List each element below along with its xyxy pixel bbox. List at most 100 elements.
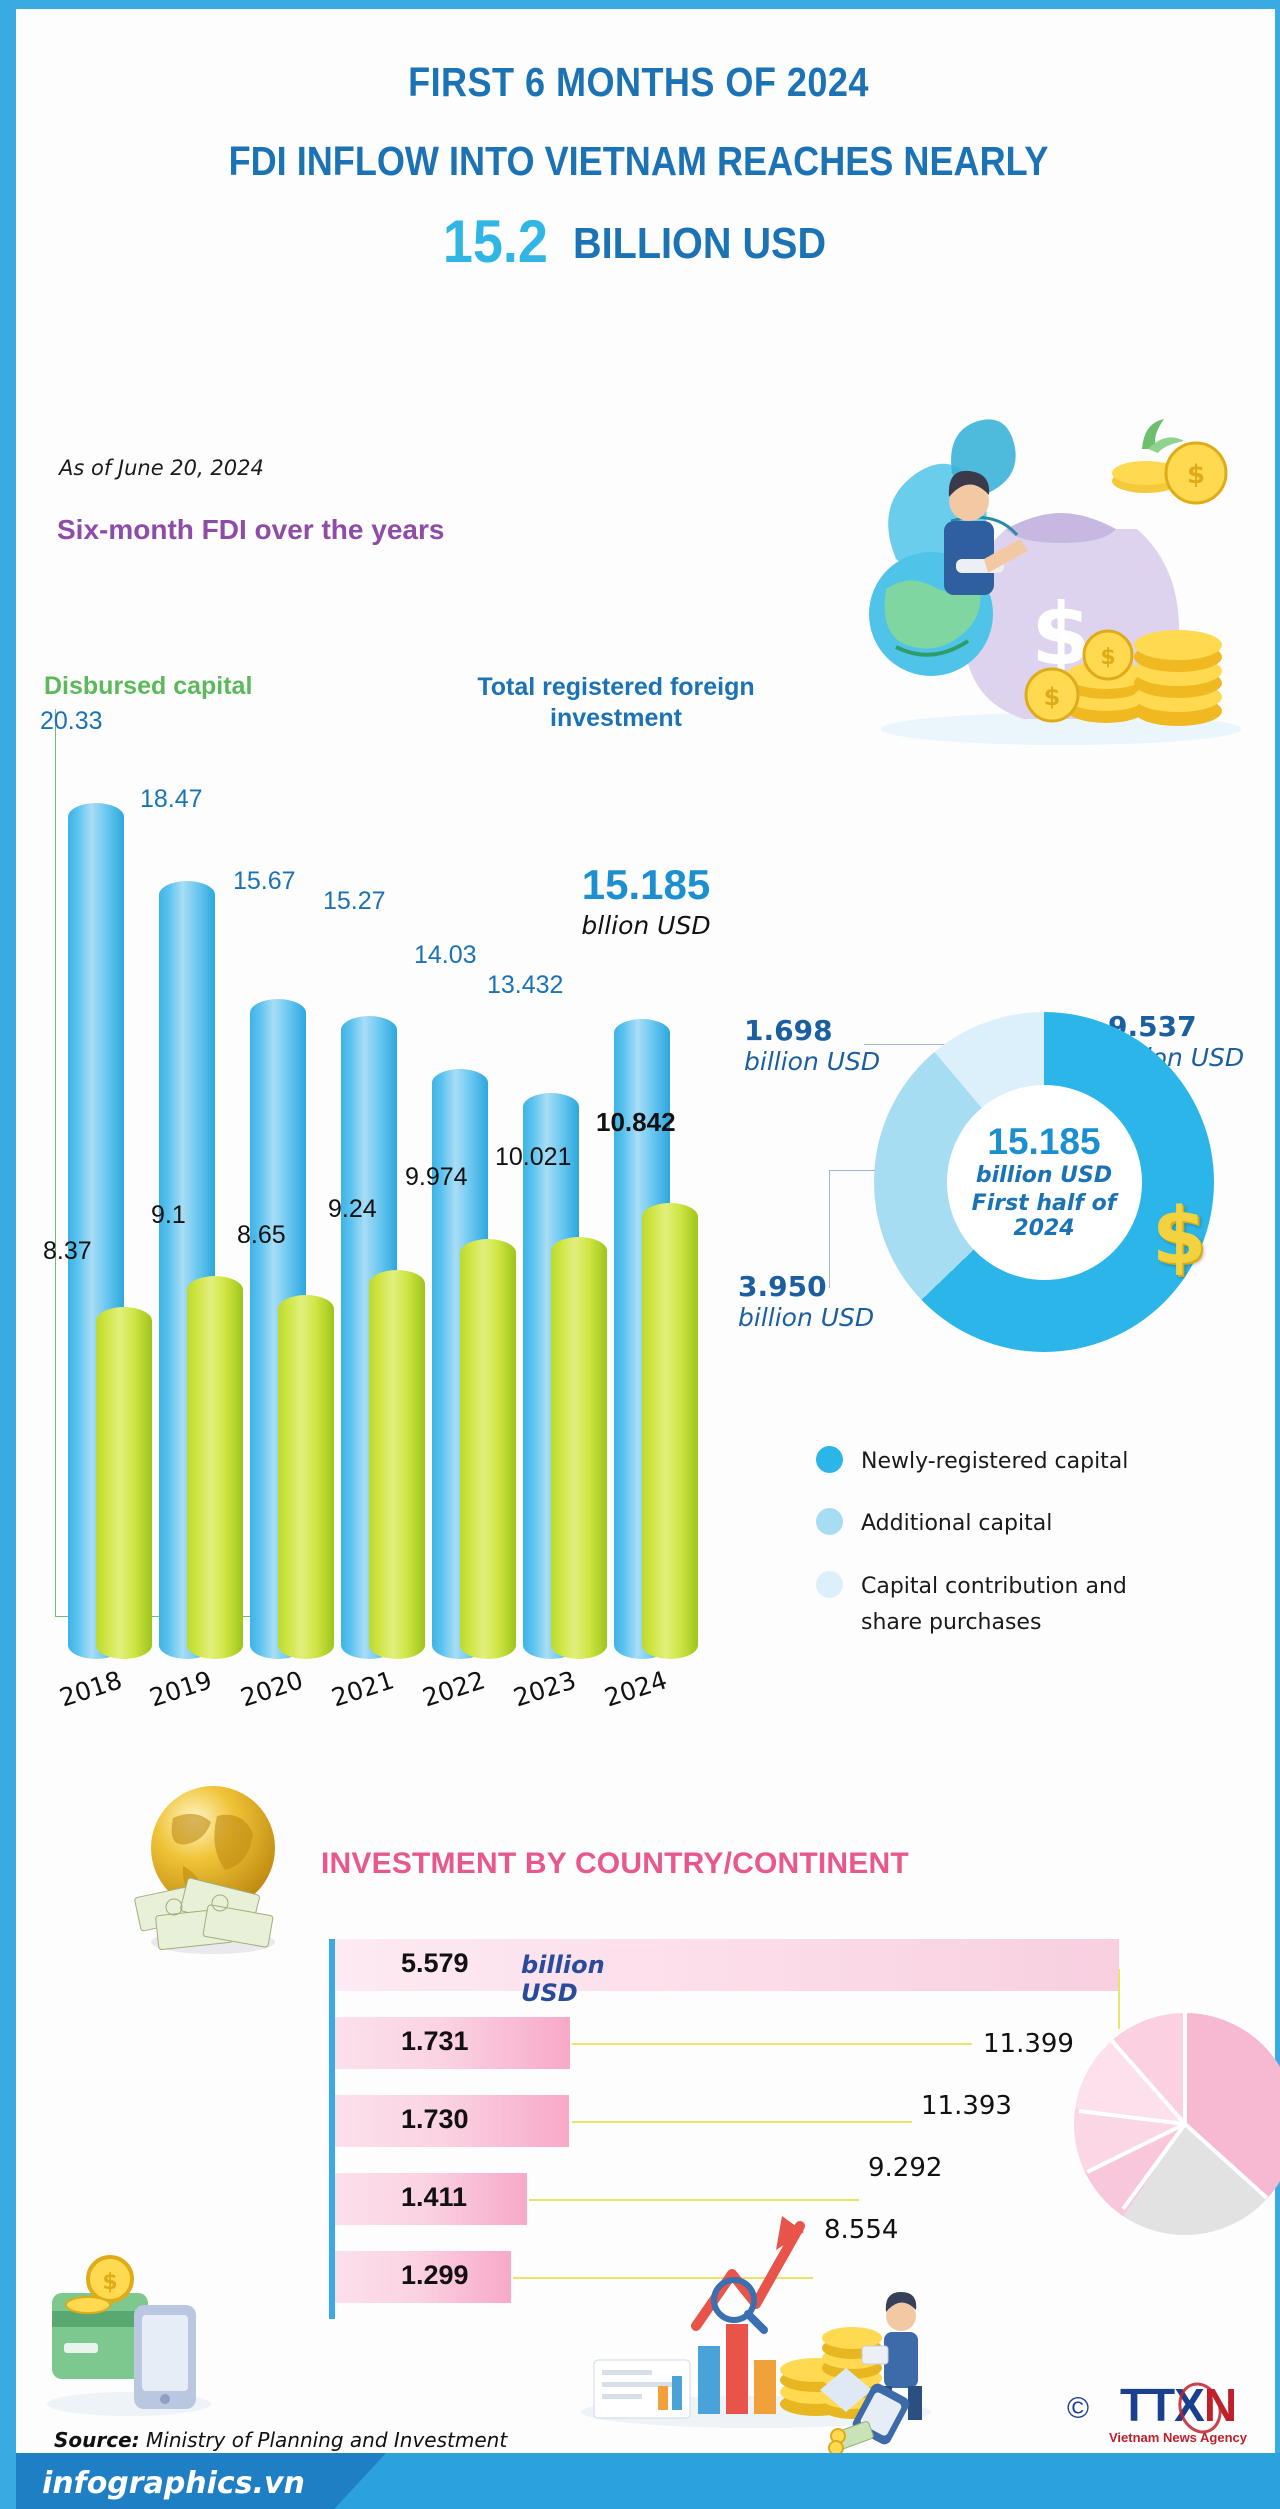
pie-label-china: 8.554 xyxy=(824,2215,899,2245)
country-value-korea: 1.411 xyxy=(401,2182,468,2212)
country-bar-china xyxy=(335,2251,511,2303)
x-axis-label-2023: 2023 xyxy=(510,1665,580,1713)
donut-ring: 15.185 billion USD First half of 2024 xyxy=(874,1012,1214,1352)
bar-label-registered-2022: 14.03 xyxy=(414,941,477,969)
ttxvn-wordmark-part1: TTX xyxy=(1119,2379,1205,2431)
bar-label-disbursed-2022: 9.974 xyxy=(405,1163,468,1191)
donut-label-additional-capital-value: 3.950 xyxy=(738,1270,827,1303)
country-bar-japan xyxy=(335,2017,570,2069)
bar-label-registered-2023: 13.432 xyxy=(487,971,564,999)
bar-label-disbursed-2020: 8.65 xyxy=(237,1221,286,1249)
country-value-japan: 1.731 xyxy=(401,2026,469,2056)
dollar-sign-icon: $ xyxy=(1152,1192,1207,1282)
donut-label-contribution: 1.698 billion USD xyxy=(744,1014,904,1077)
x-axis-label-2024: 2024 xyxy=(601,1665,671,1713)
bar-disbursed-2022 xyxy=(460,1239,516,1659)
bar-disbursed-2018 xyxy=(96,1307,152,1659)
bar-label-registered-2020: 15.67 xyxy=(233,867,296,895)
bar-disbursed-2020 xyxy=(278,1295,334,1659)
bar-disbursed-2024 xyxy=(642,1203,698,1659)
x-axis-label-2021: 2021 xyxy=(328,1665,398,1713)
bar-label-disbursed-2019: 9.1 xyxy=(151,1201,186,1229)
country-section-title: INVESTMENT BY COUNTRY/CONTINENT xyxy=(321,1847,909,1880)
ttxvn-logo: © TTXN Vietnam News Agency xyxy=(1067,2376,1247,2445)
legend-swatch-additional-capital xyxy=(816,1508,843,1536)
bar-label-disbursed-2018: 8.37 xyxy=(43,1237,92,1265)
pie-leader-china xyxy=(513,2277,813,2279)
country-chart-axis xyxy=(329,1939,335,2319)
ttxvn-wordmark: TTXN xyxy=(1109,2376,1247,2440)
donut-center-period: First half of 2024 xyxy=(971,1190,1117,1242)
header-amount-unit: BILLION USD xyxy=(572,219,826,268)
bar-label-disbursed-2024: 10.842 xyxy=(596,1107,676,1137)
footer-tab xyxy=(16,2453,386,2509)
country-value-hongkong: 1.730 xyxy=(401,2104,469,2134)
section-title: Six-month FDI over the years xyxy=(57,514,445,545)
country-bar-chart: Singapore 5.579 billion USD Japan 1.731 … xyxy=(16,1939,1276,2329)
bar-disbursed-2021 xyxy=(369,1270,425,1659)
country-share-pie-chart xyxy=(1074,2013,1280,2253)
pie-label-korea: 9.292 xyxy=(868,2153,943,2183)
pie-label-hongkong: 11.393 xyxy=(921,2091,1012,2121)
pie-leader-korea xyxy=(529,2199,859,2201)
x-axis-label-2019: 2019 xyxy=(146,1665,216,1713)
ttxvn-subtitle: Vietnam News Agency xyxy=(1109,2430,1247,2445)
copyright-icon: © xyxy=(1067,2392,1090,2425)
pie-leader-singapore xyxy=(1118,1969,1120,2029)
bar-label-registered-2019: 18.47 xyxy=(140,785,203,813)
source-note: Source: Ministry of Planning and Investm… xyxy=(54,2428,507,2452)
donut-label-additional-capital-unit: billion USD xyxy=(738,1303,875,1332)
legend-item-additional-capital: Additional capital xyxy=(816,1506,1236,1542)
pie-label-japan: 11.399 xyxy=(983,2029,1074,2059)
ttxvn-wordmark-part2: N xyxy=(1203,2379,1237,2431)
country-bar-korea xyxy=(335,2173,527,2225)
bar-chart: 20.33 8.37 18.47 9.1 15.67 8.65 15.27 9.… xyxy=(16,707,716,1659)
bar-label-disbursed-2021: 9.24 xyxy=(328,1195,377,1223)
golden-globe-illustration xyxy=(134,1786,275,1954)
donut-center-value: 15.185 xyxy=(987,1120,1101,1162)
svg-text:$: $ xyxy=(102,2270,117,2295)
x-axis-label-2020: 2020 xyxy=(237,1665,307,1713)
legend-label-newly-registered: Newly-registered capital xyxy=(861,1449,1129,1474)
x-axis-label-2018: 2018 xyxy=(56,1665,126,1713)
page-header: FIRST 6 MONTHS OF 2024 FDI INFLOW INTO V… xyxy=(16,59,1261,276)
legend-swatch-capital-contribution xyxy=(816,1570,843,1598)
donut-legend: Newly-registered capital Additional capi… xyxy=(816,1444,1236,1667)
callout-unit: bllion USD xyxy=(581,911,711,940)
bar-disbursed-2023 xyxy=(551,1237,607,1659)
pie-separators xyxy=(1078,2013,1269,2211)
donut-label-contribution-value: 1.698 xyxy=(744,1014,833,1047)
source-label: Source: xyxy=(54,2428,140,2452)
growth-chart-illustration xyxy=(581,2216,931,2428)
bar-label-registered-2018: 20.33 xyxy=(40,707,103,735)
legend-item-newly-registered: Newly-registered capital xyxy=(816,1444,1236,1480)
donut-label-contribution-unit: billion USD xyxy=(744,1047,881,1076)
header-line-2: FDI INFLOW INTO VIETNAM REACHES NEARLY xyxy=(228,138,1049,184)
country-bar-hongkong xyxy=(335,2095,569,2147)
pie-leader-japan xyxy=(572,2043,972,2045)
header-line-3: 15.2 BILLION USD xyxy=(16,207,1261,276)
bar-label-registered-2021: 15.27 xyxy=(323,887,386,915)
legend-label-capital-contribution: Capital contribution and share purchases xyxy=(861,1573,1127,1635)
country-value-china: 1.299 xyxy=(401,2260,469,2290)
as-of-date: As of June 20, 2024 xyxy=(59,456,264,480)
site-logo: infographics.vn xyxy=(42,2466,305,2501)
svg-text:$: $ xyxy=(1100,645,1115,670)
source-value: Ministry of Planning and Investment xyxy=(146,2428,508,2452)
header-amount: 15.2 xyxy=(443,208,549,275)
pie-leader-hongkong xyxy=(572,2121,912,2123)
svg-text:$: $ xyxy=(1187,460,1205,490)
bar-legend-disbursed: Disbursed capital xyxy=(44,672,253,700)
x-axis-label-2022: 2022 xyxy=(419,1665,489,1713)
legend-label-additional-capital: Additional capital xyxy=(861,1511,1053,1537)
mobile-payment-illustration xyxy=(820,2368,910,2456)
country-value-singapore: 5.579 xyxy=(401,1948,469,1978)
svg-text:$: $ xyxy=(1044,683,1061,711)
legend-swatch-newly-registered xyxy=(816,1446,843,1473)
bar-disbursed-2019 xyxy=(187,1276,243,1659)
donut-center-unit: billion USD xyxy=(975,1162,1113,1188)
header-line-1: FIRST 6 MONTHS OF 2024 xyxy=(408,59,869,105)
wallet-cards-illustration: $ xyxy=(47,2255,211,2416)
bar-chart-x-axis: 2018 2019 2020 2021 2022 2023 2024 xyxy=(16,1657,716,1737)
